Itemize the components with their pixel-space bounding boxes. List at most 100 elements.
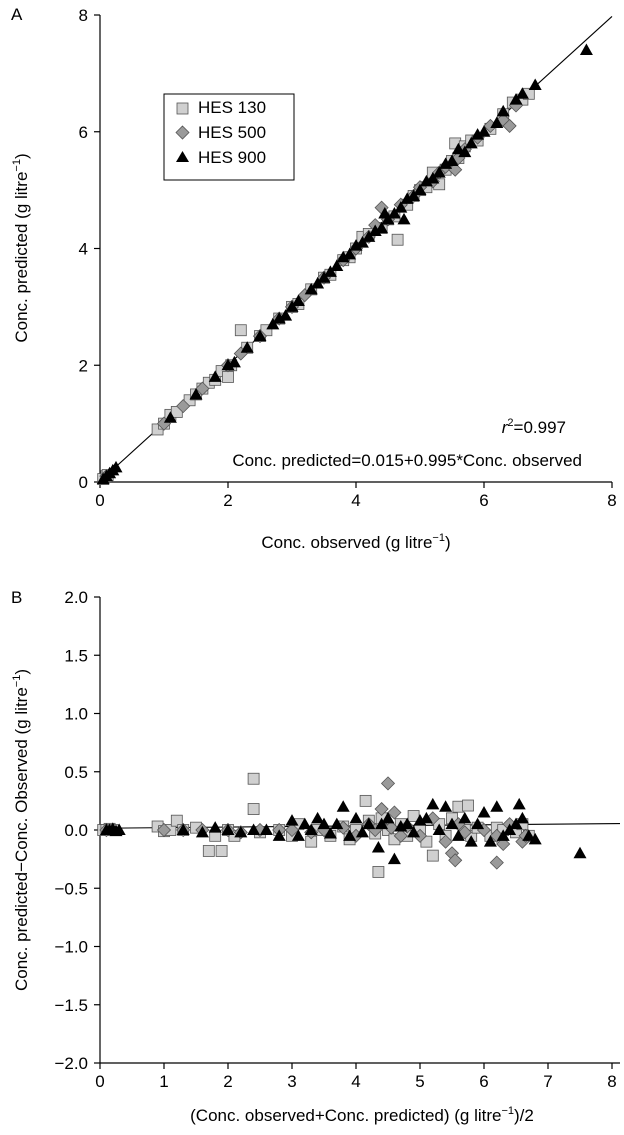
data-point-hes-900 [439, 800, 453, 812]
data-point-hes-130 [391, 233, 404, 246]
data-point-hes-900 [512, 797, 526, 810]
data-point-hes-900 [445, 817, 459, 830]
data-point-hes-900 [323, 265, 337, 277]
data-point-hes-900 [336, 800, 350, 812]
x-tick-label: 6 [479, 1072, 488, 1091]
data-point-hes-900 [490, 800, 504, 812]
data-point-hes-900 [490, 116, 504, 128]
y-title-sup: −1 [11, 675, 23, 688]
y-tick-label: 0.5 [64, 763, 88, 782]
data-point-hes-900 [285, 814, 299, 826]
x-tick-label: 0 [95, 491, 104, 510]
data-point-hes-500 [195, 381, 210, 396]
data-point-hes-900 [195, 825, 209, 838]
data-point-hes-900 [349, 239, 363, 251]
data-point-hes-500 [156, 822, 172, 838]
panel-b-ticks: 0 1 2 3 4 5 6 7 8 −2.0 −1.5 −1.0 −0.5 0.0 0.5 1.0 1.5 2.0 [54, 588, 616, 1091]
data-point-hes-130 [234, 324, 247, 337]
data-point-hes-900 [208, 370, 222, 382]
data-point-hes-900 [407, 825, 421, 838]
data-point-hes-900 [291, 829, 305, 841]
y-tick-label: 2.0 [64, 588, 88, 607]
panel-b-label: B [11, 588, 22, 607]
y-title-sup: −1 [11, 159, 23, 172]
data-point-hes-130 [426, 849, 439, 862]
data-point-hes-500 [380, 776, 396, 791]
x-tick-label: 2 [223, 491, 232, 510]
data-point-hes-500 [374, 801, 389, 817]
data-point-hes-900 [371, 840, 385, 853]
data-point-hes-900 [317, 817, 331, 830]
data-point-hes-900 [311, 277, 325, 289]
data-point-hes-900 [375, 817, 389, 830]
data-point-hes-900 [330, 259, 344, 272]
data-point-hes-900 [247, 823, 261, 835]
legend-square-marker [176, 102, 189, 115]
y-tick-label: 1.0 [64, 705, 88, 724]
data-point-hes-900 [311, 811, 325, 824]
data-point-hes-900 [298, 817, 312, 830]
data-point-hes-900 [458, 145, 472, 158]
data-point-hes-900 [528, 832, 542, 845]
data-point-hes-900 [503, 823, 517, 835]
y-tick-label: 2 [79, 356, 88, 375]
x-tick-label: 8 [607, 491, 616, 510]
data-point-hes-900 [336, 250, 350, 263]
data-point-hes-900 [387, 852, 401, 865]
panel-a-y-axis-title: Conc. predicted (g litre−1) [11, 153, 31, 342]
x-tick-label: 6 [479, 491, 488, 510]
legend-triangle-marker [176, 151, 189, 162]
data-point-hes-900 [272, 312, 286, 324]
data-point-hes-900 [253, 329, 267, 342]
data-point-hes-130 [247, 803, 260, 815]
data-point-hes-130 [202, 845, 215, 857]
data-point-hes-900 [163, 411, 177, 423]
data-point-hes-900 [522, 829, 536, 841]
data-point-hes-130 [215, 845, 228, 857]
y-tick-label: 8 [79, 6, 88, 25]
panel-b-points [97, 772, 587, 878]
y-title-end: ) [12, 153, 31, 159]
data-point-hes-900 [394, 201, 408, 213]
data-point-hes-900 [343, 829, 357, 841]
y-tick-label: −2.0 [54, 1054, 88, 1073]
legend-label-hes-130: HES 130 [198, 98, 266, 117]
data-point-hes-900 [291, 294, 305, 307]
data-point-hes-500 [448, 853, 463, 868]
panel-a-ticks: 0 2 4 6 8 0 2 4 6 8 [79, 6, 617, 510]
data-point-hes-900 [432, 823, 446, 835]
data-point-hes-900 [176, 823, 190, 835]
data-point-hes-900 [400, 817, 414, 830]
data-point-hes-900 [259, 823, 273, 835]
data-point-hes-900 [464, 835, 478, 847]
data-point-hes-900 [432, 166, 446, 178]
y-title-main: Conc. predicted−Conc. Observed (g litre [12, 687, 31, 991]
data-point-hes-900 [515, 87, 529, 99]
data-point-hes-500 [438, 834, 453, 849]
panel-a-label: A [11, 5, 23, 24]
data-point-hes-900 [221, 358, 235, 371]
x-tick-label: 0 [95, 1072, 104, 1091]
data-point-hes-900 [304, 823, 318, 835]
data-point-hes-900 [234, 825, 248, 838]
legend-label-hes-900: HES 900 [198, 148, 266, 167]
x-tick-label: 7 [543, 1072, 552, 1091]
data-point-hes-900 [208, 821, 222, 833]
data-point-hes-900 [509, 817, 523, 830]
data-point-hes-900 [419, 811, 433, 824]
data-point-hes-900 [397, 212, 411, 225]
data-point-hes-900 [355, 236, 369, 248]
panel-a: A 0 2 4 6 8 0 2 4 6 8 HES 130 HES 500 HES 900 [11, 5, 617, 552]
data-point-hes-900 [471, 128, 485, 140]
y-title-main: Conc. predicted (g litre [12, 172, 31, 343]
data-point-hes-900 [343, 247, 357, 260]
x-title-main: (Conc. observed+Conc. predicted) (g litr… [190, 1106, 501, 1125]
panel-a-legend: HES 130 HES 500 HES 900 [163, 93, 295, 181]
data-point-hes-900 [471, 817, 485, 830]
data-point-hes-500 [176, 399, 191, 414]
data-point-hes-900 [477, 125, 491, 137]
x-title-sup: −1 [432, 532, 445, 544]
data-point-hes-900 [221, 823, 235, 835]
data-point-hes-500 [384, 820, 399, 835]
